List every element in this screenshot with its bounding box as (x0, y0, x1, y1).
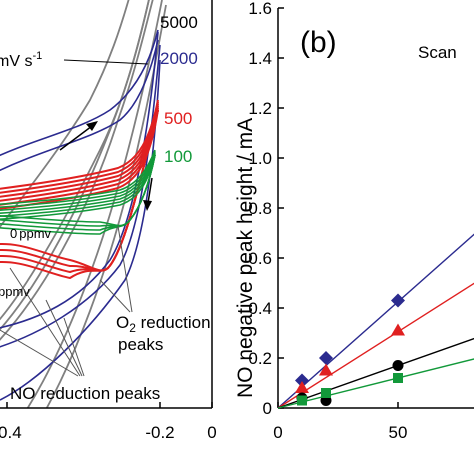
cv-curve-100 (0, 153, 156, 218)
panel-b-legend-text: Scan (418, 43, 457, 62)
cv-curve-500 (0, 103, 159, 198)
o2-reduction-peaks-label: O2 reduction (116, 313, 211, 335)
panel-b-y-tick-label: 0.8 (248, 199, 272, 218)
panel-b-y-tick-label: 1.4 (248, 49, 272, 68)
scan-rate-unit-label: mV s-1 (0, 50, 42, 70)
unit-pointer-line (63, 59, 149, 65)
cv-curve-2000 (0, 31, 159, 329)
cv-curve-100 (0, 152, 156, 215)
cv-curve-2000 (0, 59, 161, 401)
panel-b-y-tick-label: 1.6 (248, 0, 272, 18)
panel-b-x-tick-label: 50 (389, 423, 408, 442)
panel-a-x-tick-label: 0 (207, 423, 216, 442)
annotation-pointer-lines (0, 225, 133, 377)
data-point-square (321, 388, 331, 398)
data-point-square (297, 395, 307, 406)
cv-curve-100 (0, 149, 156, 206)
data-point-diamond (391, 293, 405, 308)
fit-line-triangle (277, 282, 474, 409)
panel-a: -0.4 -0.2 0 5000 2000 500 100 mV s-1 0ppmv… (0, 0, 217, 442)
data-point-triangle (295, 381, 309, 393)
panel-b-y-tick-label: 1.0 (248, 149, 272, 168)
data-point-diamond (319, 351, 333, 365)
scan-direction-arrow-down (143, 177, 153, 211)
panel-b-x-tick-label: 0 (273, 423, 282, 442)
panel-b: 0 0.2 0.4 0.6 0.8 1.0 1.2 1.4 1.6 0 50 (b) Scan N… (234, 0, 474, 442)
scan-direction-arrow-up (59, 121, 98, 151)
cv-curve-500 (0, 99, 159, 190)
data-point-triangle (319, 363, 333, 376)
legend-label-5000: 5000 (160, 13, 198, 32)
cv-curve-5000 (0, 0, 154, 341)
data-point-diamond (295, 373, 309, 388)
cv-curve-2000 (0, 29, 159, 157)
fit-line-circle (277, 337, 474, 409)
no-reduction-peaks-label: NO reduction peaks (10, 384, 160, 403)
data-point-triangle (391, 323, 405, 336)
scan-rate-5000-label: 5000 (160, 13, 198, 32)
cv-curve-5000 (0, 0, 150, 321)
data-point-circle (392, 360, 404, 371)
cv-curve-500 (0, 101, 159, 194)
cv-curve-100 (0, 150, 156, 209)
cv-curve-5000 (0, 0, 150, 331)
panel-b-y-tick-label: 0.6 (248, 249, 272, 268)
panel-b-title: (b) (300, 26, 337, 59)
scan-rate-100-label: 100 (164, 147, 192, 166)
cv-curve-2000 (0, 39, 159, 172)
cv-curve-100 (0, 151, 156, 212)
cv-curve-100 (0, 154, 156, 235)
panel-b-y-axis-label: NO negative peak height / mA (234, 118, 257, 398)
scan-rate-2000-label: 2000 (160, 49, 198, 68)
panel-a-x-tick-label: -0.4 (0, 423, 22, 442)
panel-b-y-tick-label: 0.2 (248, 349, 272, 368)
data-point-square (393, 373, 403, 383)
o2-reduction-peaks-label-line2: peaks (118, 335, 163, 354)
panel-b-y-tick-label: 0 (263, 399, 272, 418)
scan-rate-500-label: 500 (164, 109, 192, 128)
panel-b-y-tick-label: 1.2 (248, 99, 272, 118)
zero-ppmv-label: 0 ppmv (10, 226, 52, 241)
cv-curve-2000 (0, 44, 161, 348)
panel-b-y-tick-label: 0.4 (248, 299, 272, 318)
panel-a-x-tick-label: -0.2 (145, 423, 174, 442)
